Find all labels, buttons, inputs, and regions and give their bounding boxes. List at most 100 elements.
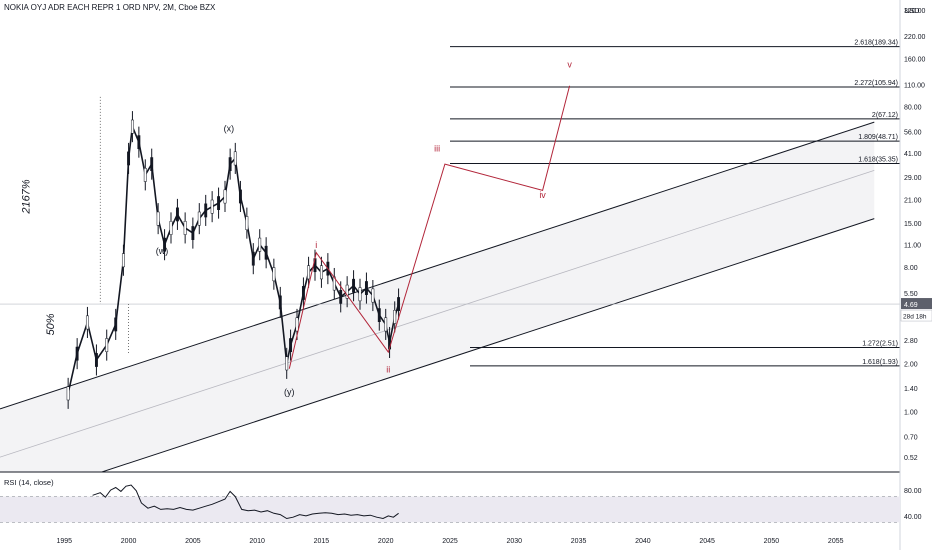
price-candle-body xyxy=(397,297,401,311)
y-axis-tick-label: 41.00 xyxy=(904,151,922,158)
y-axis-tick-label: 11.00 xyxy=(904,243,921,250)
price-candle-body xyxy=(358,287,362,302)
x-axis-tick-label: 2000 xyxy=(121,538,137,545)
price-candle-body xyxy=(289,338,293,352)
countdown-tag xyxy=(900,309,932,322)
price-candle-body xyxy=(264,245,268,260)
x-axis-tick-label: 2055 xyxy=(828,538,844,545)
y-axis-tick-label: 15.00 xyxy=(904,221,922,228)
y-axis-tick-label: 320.00 xyxy=(904,8,926,15)
y-axis-tick-label: 21.00 xyxy=(904,198,922,205)
price-candle-body xyxy=(197,211,201,226)
price-candle-body xyxy=(295,317,299,332)
price-candle-body xyxy=(258,237,262,252)
price-candle-body xyxy=(75,346,79,361)
price-candle-body xyxy=(364,281,368,295)
price-candle-body xyxy=(169,221,173,235)
x-axis-tick-label: 2020 xyxy=(378,538,394,545)
wave-label: v xyxy=(567,60,572,70)
price-candle-body xyxy=(393,309,397,324)
x-axis-tick-label: 2030 xyxy=(506,538,522,545)
y-axis-tick-label: 0.52 xyxy=(904,455,918,462)
price-candle-body xyxy=(156,211,160,226)
channel-fill xyxy=(0,122,875,472)
price-candle-body xyxy=(137,135,141,150)
price-candle-body xyxy=(245,216,249,231)
price-candle-body xyxy=(233,151,237,166)
price-candle-body xyxy=(66,386,70,401)
price-candle-body xyxy=(319,265,323,280)
price-candle-body xyxy=(210,199,214,214)
fib-level-label: 1.618(1.93) xyxy=(862,359,898,366)
fib-level-label: 2.272(105.94) xyxy=(854,80,898,87)
price-candle-body xyxy=(94,353,98,367)
price-candle-body xyxy=(143,167,147,182)
y-axis-unit: USD xyxy=(905,8,920,15)
price-candle-body xyxy=(272,267,276,282)
x-axis-tick-label: 2025 xyxy=(442,538,458,545)
y-axis-tick-label: 0.70 xyxy=(904,434,918,441)
price-candle-body xyxy=(251,251,255,266)
price-candle-body xyxy=(339,289,343,304)
rsi-title: RSI (14, close) xyxy=(4,478,54,487)
price-candle-body xyxy=(301,286,305,300)
wave-label: iv xyxy=(539,190,546,200)
price-candle-body xyxy=(85,315,89,330)
y-axis-tick-label: 80.00 xyxy=(904,105,922,112)
price-candle-body xyxy=(191,226,195,240)
x-axis-tick-label: 2040 xyxy=(635,538,651,545)
price-candle-body xyxy=(285,356,289,371)
price-series-line xyxy=(67,123,400,394)
price-candle-body xyxy=(121,253,125,268)
wave-projection-path xyxy=(288,85,571,369)
current-price-tag xyxy=(901,298,932,310)
y-axis-tick-label: 5.50 xyxy=(904,291,918,298)
price-candle-body xyxy=(130,119,134,134)
price-candle-body xyxy=(278,295,282,310)
price-candle-body xyxy=(150,157,154,172)
fib-level-label: 2.618(189.34) xyxy=(854,40,898,47)
price-candle-body xyxy=(204,203,208,218)
measure-label: 2167% xyxy=(21,179,33,214)
wave-label: iii xyxy=(434,143,440,153)
x-axis-tick-label: 2045 xyxy=(699,538,715,545)
current-price-label: 4.69 xyxy=(904,302,918,309)
y-axis-tick-label: 29.00 xyxy=(904,175,922,182)
fib-level-label: 1.809(48.71) xyxy=(858,134,898,141)
rsi-tick-label: 80.00 xyxy=(904,488,922,495)
price-candle-body xyxy=(217,196,221,210)
x-axis-tick-label: 2010 xyxy=(249,538,265,545)
x-axis-tick-label: 1995 xyxy=(56,538,72,545)
measure-label: 50% xyxy=(45,313,57,335)
fib-level-label: 1.618(35.35) xyxy=(858,156,898,163)
x-axis-tick-label: 2005 xyxy=(185,538,201,545)
x-axis-tick-label: 2050 xyxy=(764,538,780,545)
price-candle-body xyxy=(352,278,356,293)
wave-label: (y) xyxy=(284,387,295,397)
wave-label: ii xyxy=(386,365,390,375)
y-axis-tick-label: 2.00 xyxy=(904,361,918,368)
price-candle-body xyxy=(238,189,242,204)
price-candle-body xyxy=(377,308,381,323)
price-candle-body xyxy=(384,317,388,332)
countdown-label: 28d 18h xyxy=(903,314,927,321)
price-candle-body xyxy=(105,338,109,352)
wave-label: (w) xyxy=(156,246,169,256)
y-axis-tick-label: 110.00 xyxy=(904,82,925,89)
y-axis-tick-label: 8.00 xyxy=(904,265,918,272)
channel-upper-line xyxy=(0,121,875,410)
price-candle-body xyxy=(114,317,118,332)
x-axis-tick-label: 2015 xyxy=(314,538,330,545)
y-axis-tick-label: 1.00 xyxy=(904,410,918,417)
y-axis-tick-label: 56.00 xyxy=(904,129,922,136)
y-axis-tick-label: 160.00 xyxy=(904,56,926,63)
y-axis-tick-label: 1.40 xyxy=(904,386,918,393)
channel-group xyxy=(0,121,875,472)
y-axis-tick-label: 220.00 xyxy=(904,34,926,41)
channel-lower-line xyxy=(100,218,875,472)
price-candle-body xyxy=(223,189,227,204)
price-candle-body xyxy=(127,151,131,166)
price-candle-body xyxy=(345,284,349,299)
